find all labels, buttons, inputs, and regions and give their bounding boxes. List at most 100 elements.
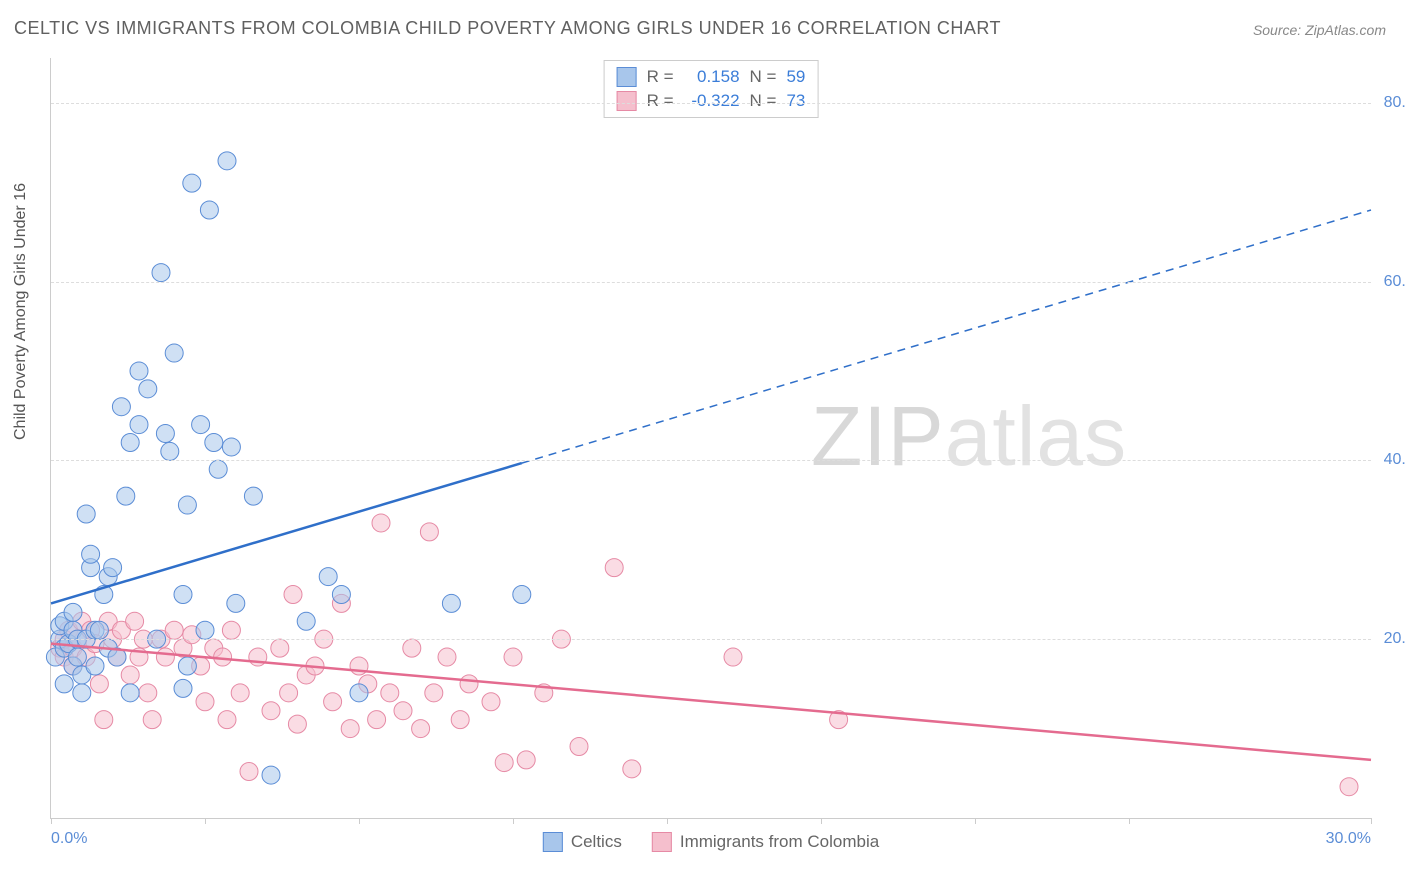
scatter-point <box>482 693 500 711</box>
scatter-point <box>1340 778 1358 796</box>
scatter-point <box>121 684 139 702</box>
scatter-point <box>495 754 513 772</box>
bottom-legend: Celtics Immigrants from Colombia <box>543 832 879 852</box>
scatter-point <box>372 514 390 532</box>
x-tick <box>667 818 668 824</box>
scatter-point <box>231 684 249 702</box>
scatter-point <box>104 559 122 577</box>
scatter-point <box>724 648 742 666</box>
scatter-point <box>143 711 161 729</box>
scatter-point <box>73 684 91 702</box>
scatter-point <box>403 639 421 657</box>
scatter-point <box>222 621 240 639</box>
scatter-point <box>121 666 139 684</box>
scatter-point <box>570 737 588 755</box>
scatter-point <box>196 621 214 639</box>
source-attribution: Source: ZipAtlas.com <box>1253 22 1386 38</box>
gridline <box>51 639 1371 640</box>
scatter-point <box>605 559 623 577</box>
scatter-point <box>90 675 108 693</box>
scatter-point <box>200 201 218 219</box>
scatter-point <box>425 684 443 702</box>
scatter-point <box>262 766 280 784</box>
x-tick <box>359 818 360 824</box>
scatter-point <box>218 711 236 729</box>
scatter-point <box>420 523 438 541</box>
scatter-point <box>68 648 86 666</box>
scatter-point <box>139 684 157 702</box>
scatter-point <box>324 693 342 711</box>
stats-row-colombia: R = -0.322 N = 73 <box>617 89 806 113</box>
legend-label-colombia: Immigrants from Colombia <box>680 832 879 852</box>
scatter-point <box>442 594 460 612</box>
gridline <box>51 282 1371 283</box>
scatter-point <box>209 460 227 478</box>
scatter-point <box>192 416 210 434</box>
n-value-celtics: 59 <box>786 65 805 89</box>
swatch-celtics <box>617 67 637 87</box>
scatter-point <box>82 545 100 563</box>
scatter-point <box>130 362 148 380</box>
scatter-point <box>161 442 179 460</box>
y-tick-label: 40.0% <box>1384 451 1406 469</box>
x-tick-label: 30.0% <box>1326 830 1371 848</box>
scatter-plot-area: ZIPatlas R = 0.158 N = 59 R = -0.322 N =… <box>50 58 1371 819</box>
y-axis-label: Child Poverty Among Girls Under 16 <box>12 183 30 440</box>
n-label: N = <box>750 65 777 89</box>
trend-line <box>51 644 1371 760</box>
scatter-point <box>297 612 315 630</box>
scatter-point <box>271 639 289 657</box>
scatter-point <box>121 433 139 451</box>
trend-line-dashed <box>522 210 1371 463</box>
scatter-point <box>284 585 302 603</box>
correlation-stats-box: R = 0.158 N = 59 R = -0.322 N = 73 <box>604 60 819 118</box>
x-tick <box>1371 818 1372 824</box>
scatter-point <box>240 763 258 781</box>
scatter-point <box>262 702 280 720</box>
scatter-point <box>205 433 223 451</box>
y-tick-label: 80.0% <box>1384 94 1406 112</box>
n-value-colombia: 73 <box>786 89 805 113</box>
legend-item-celtics: Celtics <box>543 832 622 852</box>
scatter-point <box>152 264 170 282</box>
scatter-point <box>394 702 412 720</box>
scatter-point <box>368 711 386 729</box>
x-tick <box>975 818 976 824</box>
scatter-point <box>332 585 350 603</box>
legend-label-celtics: Celtics <box>571 832 622 852</box>
legend-item-colombia: Immigrants from Colombia <box>652 832 879 852</box>
scatter-point <box>412 720 430 738</box>
scatter-point <box>517 751 535 769</box>
n-label: N = <box>750 89 777 113</box>
scatter-point <box>227 594 245 612</box>
scatter-point <box>178 657 196 675</box>
scatter-point <box>244 487 262 505</box>
gridline <box>51 103 1371 104</box>
scatter-point <box>222 438 240 456</box>
x-tick <box>205 818 206 824</box>
scatter-point <box>156 648 174 666</box>
x-tick <box>1129 818 1130 824</box>
scatter-point <box>280 684 298 702</box>
scatter-point <box>623 760 641 778</box>
r-label: R = <box>647 89 674 113</box>
scatter-point <box>451 711 469 729</box>
swatch-celtics <box>543 832 563 852</box>
scatter-point <box>438 648 456 666</box>
scatter-point <box>460 675 478 693</box>
trend-line <box>51 463 522 603</box>
scatter-point <box>64 603 82 621</box>
scatter-point <box>112 398 130 416</box>
scatter-point <box>139 380 157 398</box>
scatter-point <box>126 612 144 630</box>
x-tick <box>51 818 52 824</box>
scatter-point <box>218 152 236 170</box>
scatter-point <box>174 585 192 603</box>
y-tick-label: 20.0% <box>1384 630 1406 648</box>
scatter-point <box>156 425 174 443</box>
scatter-point <box>174 679 192 697</box>
y-tick-label: 60.0% <box>1384 273 1406 291</box>
r-value-colombia: -0.322 <box>684 89 740 113</box>
scatter-point <box>165 344 183 362</box>
scatter-point <box>165 621 183 639</box>
